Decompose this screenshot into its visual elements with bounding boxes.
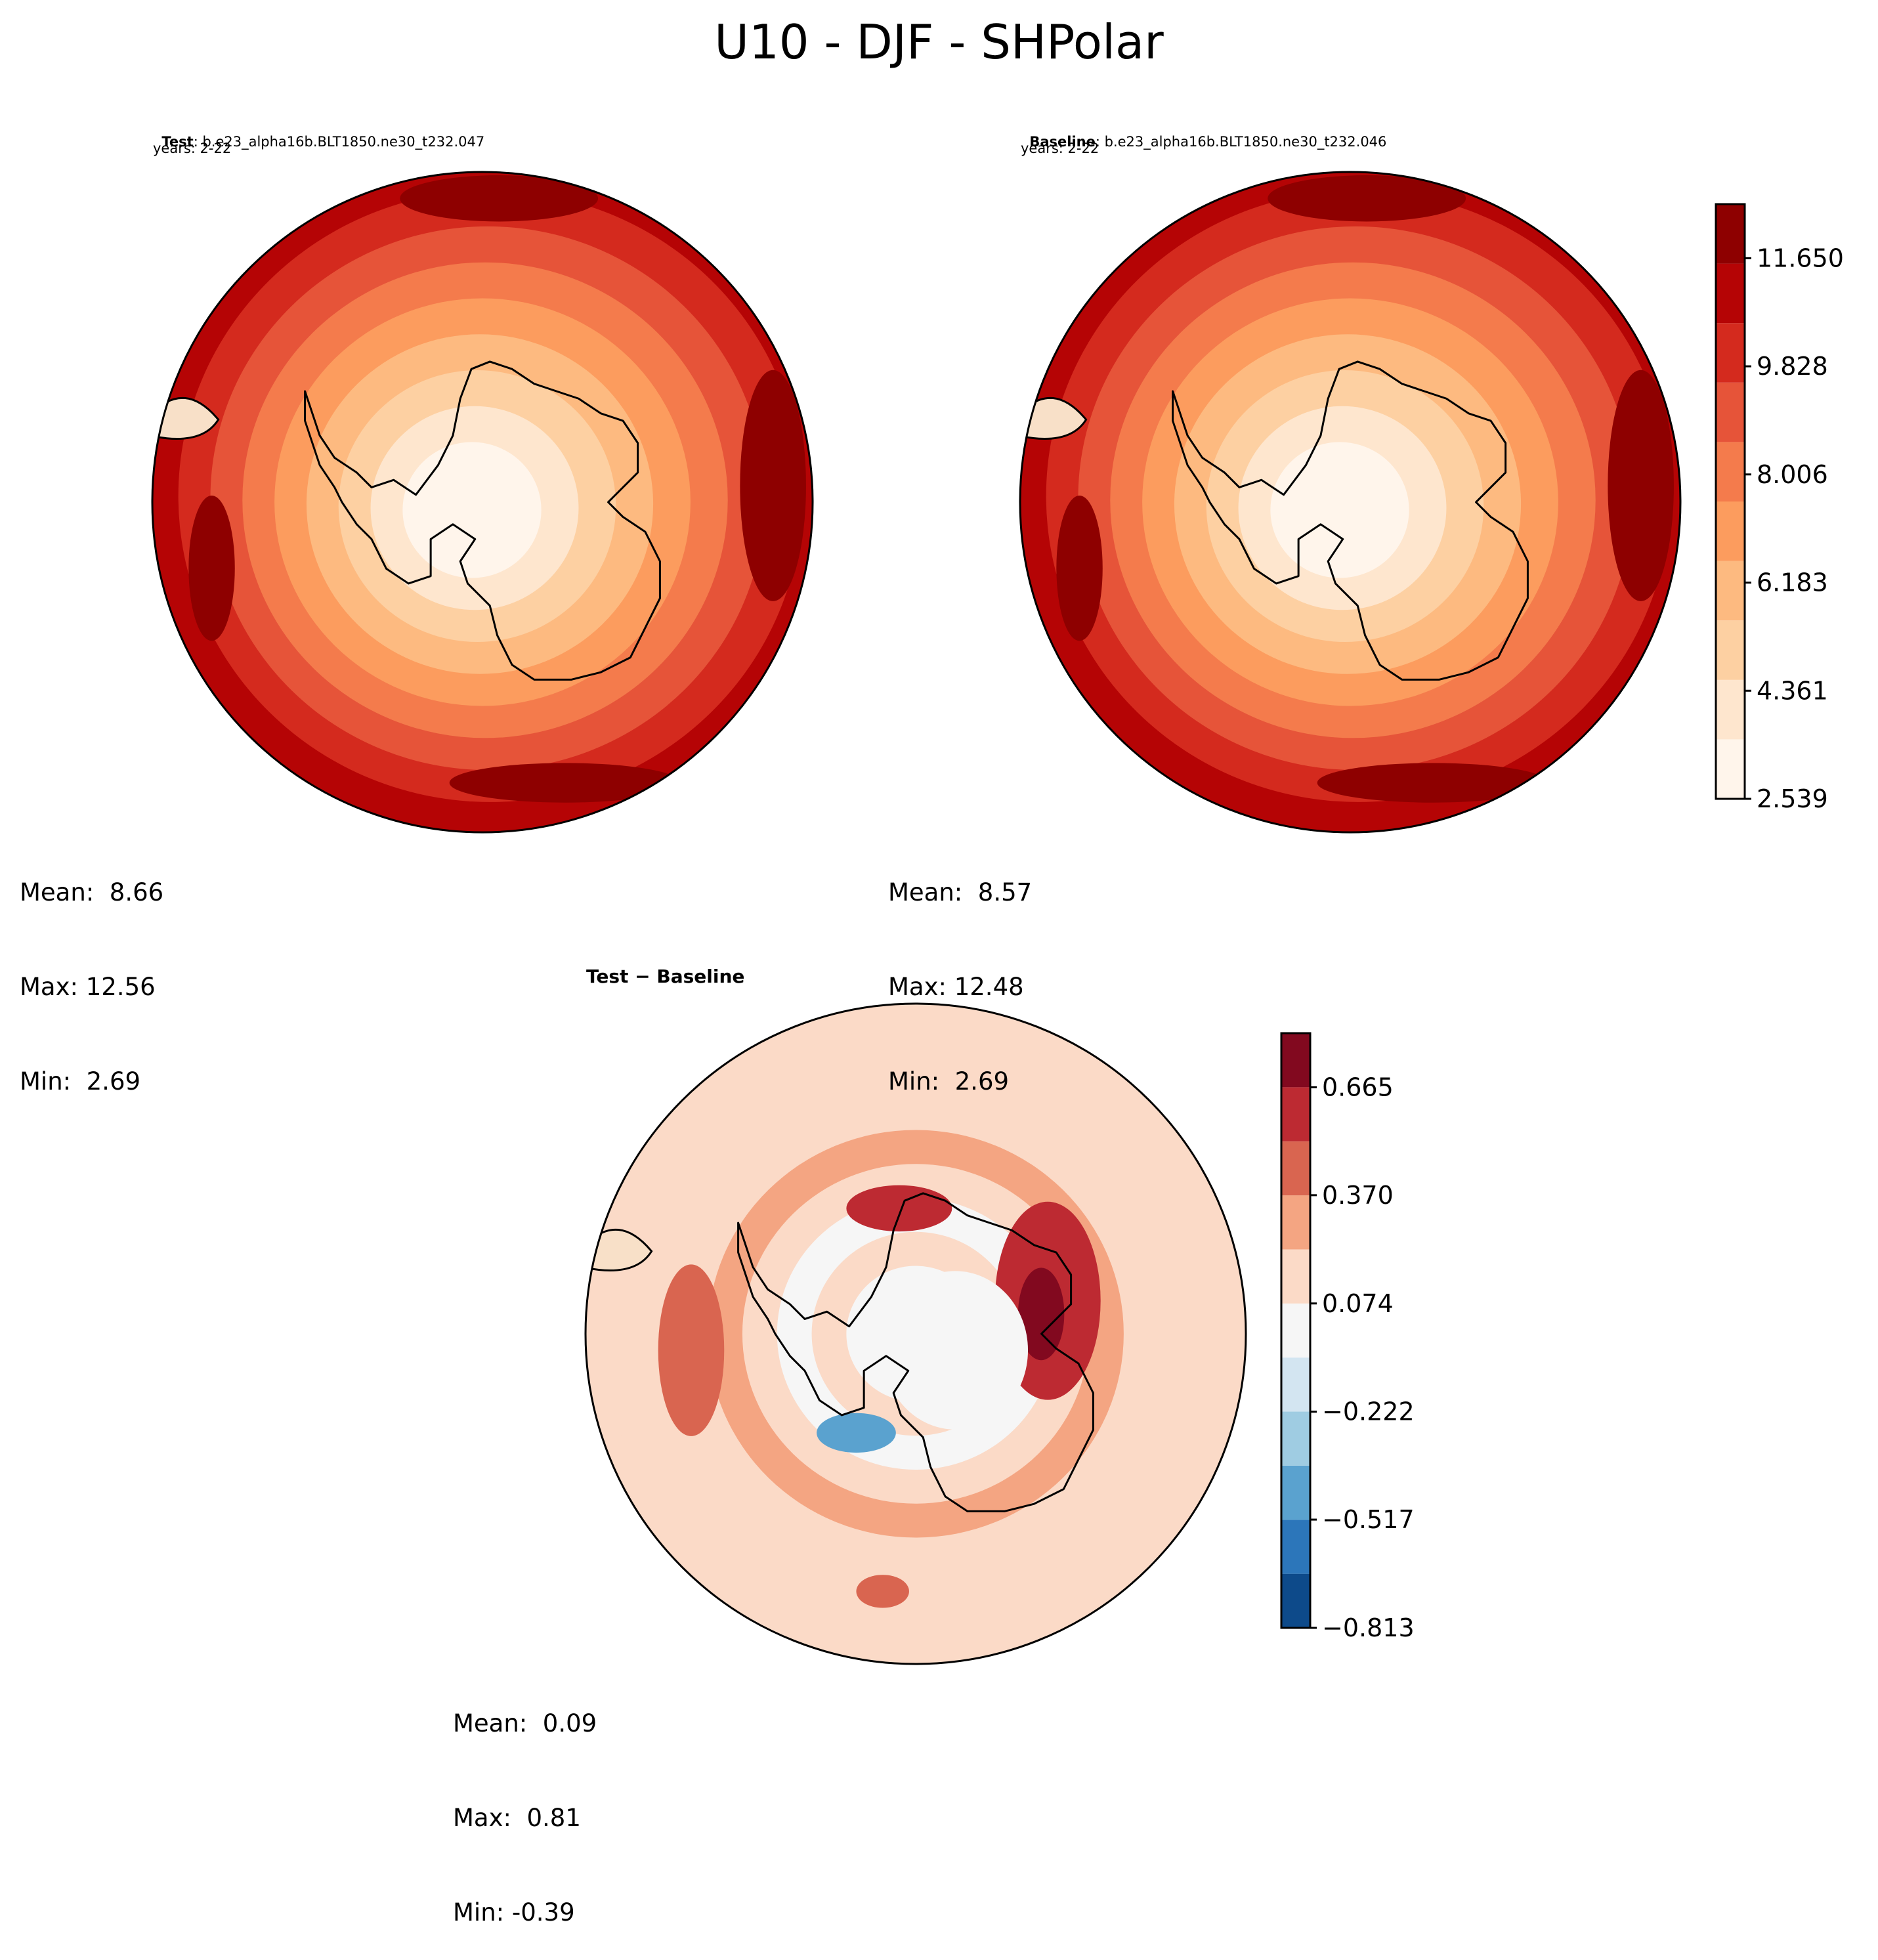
- difference-map: [584, 1002, 1247, 1665]
- baseline-jet-core-3: [1317, 763, 1548, 803]
- cbar-diff-segment-2: [1281, 1465, 1310, 1520]
- test-stats: Mean: 8.66 Max: 12.56 Min: 2.69: [20, 814, 163, 1129]
- cbar-main-tick-label-0: 2.539: [1757, 784, 1828, 813]
- cbar-diff-segment-5: [1281, 1303, 1310, 1358]
- test-mean: Mean: 8.66: [20, 878, 164, 906]
- difference-map-frame: [584, 1002, 1247, 1665]
- cbar-main-segment-1: [1716, 679, 1745, 740]
- baseline-jet-core-1: [1268, 175, 1466, 222]
- cbar-diff-tick-label-0: −0.813: [1322, 1613, 1415, 1642]
- cbar-main-tick-label-1: 4.361: [1757, 676, 1828, 705]
- cbar-main-segment-9: [1716, 204, 1745, 264]
- difference-coastline: [737, 1192, 1094, 1512]
- cbar-main-tick-label-5: 11.650: [1757, 244, 1844, 272]
- baseline-map: [1019, 171, 1682, 834]
- baseline-jet-core-2: [1056, 495, 1103, 641]
- cbar-diff-segment-0: [1281, 1573, 1310, 1628]
- cbar-diff-segment-6: [1281, 1249, 1310, 1304]
- cbar-diff-segment-3: [1281, 1411, 1310, 1466]
- test-band-0: [435, 478, 504, 546]
- test-coastline: [304, 360, 661, 681]
- difference-stats: Mean: 0.09 Max: 0.81 Min: -0.39: [453, 1645, 597, 1960]
- baseline-case: : b.e23_alpha16b.BLT1850.ne30_t232.046: [1095, 134, 1387, 150]
- cbar-main-tick-label-2: 6.183: [1757, 568, 1828, 597]
- cbar-diff-segment-10: [1281, 1033, 1310, 1088]
- test-min: Min: 2.69: [20, 1067, 141, 1096]
- baseline-max: Max: 12.48: [888, 973, 1024, 1001]
- cbar-diff-tick-label-2: −0.222: [1322, 1397, 1415, 1426]
- test-years: years: 2-22: [153, 140, 232, 156]
- cbar-diff-tick-label-4: 0.370: [1322, 1181, 1394, 1210]
- test-south-america: [152, 396, 220, 440]
- baseline-mean: Mean: 8.57: [888, 878, 1033, 906]
- test-max: Max: 12.56: [20, 973, 156, 1001]
- cbar-diff-tick-label-5: 0.665: [1322, 1073, 1394, 1101]
- figure-title: U10 - DJF - SHPolar: [714, 14, 1164, 70]
- cbar-diff-segment-7: [1281, 1195, 1310, 1250]
- cbar-main-frame: [1715, 203, 1746, 800]
- test-jet-core-0: [740, 370, 806, 601]
- test-jet-core-1: [400, 175, 599, 222]
- cbar-main-segment-2: [1716, 620, 1745, 680]
- cbar-main-segment-4: [1716, 501, 1745, 561]
- cbar-diff-tick-label-1: −0.517: [1322, 1505, 1415, 1534]
- cbar-main-tick-label-4: 9.828: [1757, 352, 1828, 381]
- cbar-diff-tick-label-3: 0.074: [1322, 1289, 1394, 1318]
- cbar-main-segment-3: [1716, 561, 1745, 621]
- cbar-diff-segment-1: [1281, 1520, 1310, 1574]
- cbar-main-segment-8: [1716, 263, 1745, 324]
- test-jet-core-3: [449, 763, 681, 803]
- cbar-diff-segment-9: [1281, 1087, 1310, 1141]
- difference-max: Max: 0.81: [453, 1804, 581, 1832]
- difference-min: Min: -0.39: [453, 1898, 575, 1927]
- cbar-main-tick-label-3: 8.006: [1757, 460, 1828, 489]
- test-jet-core-2: [188, 495, 235, 641]
- diff-colorbar: −0.813 −0.517 −0.222 0.074 0.370 0.665: [1280, 1032, 1415, 1642]
- baseline-jet-core-0: [1608, 370, 1674, 601]
- main-colorbar: 2.539 4.361 6.183 8.006 9.828 11.650: [1715, 203, 1844, 813]
- difference-anomaly-2: [846, 1185, 952, 1232]
- test-case: : b.e23_alpha16b.BLT1850.ne30_t232.047: [193, 134, 485, 150]
- test-map: [151, 171, 814, 834]
- baseline-map-frame: [1019, 171, 1682, 834]
- baseline-min: Min: 2.69: [888, 1067, 1010, 1096]
- test-label: Test: [161, 134, 194, 150]
- baseline-coastline: [1172, 360, 1529, 681]
- difference-anomaly-4: [817, 1413, 896, 1453]
- test-map-frame: [151, 171, 814, 834]
- baseline-header: Baseline: b.e23_alpha16b.BLT1850.ne30_t2…: [1021, 121, 1386, 149]
- test-header: Test: b.e23_alpha16b.BLT1850.ne30_t232.0…: [153, 121, 484, 149]
- baseline-south-america: [1020, 396, 1088, 440]
- difference-anomaly-7: [882, 1271, 1029, 1430]
- cbar-main-segment-0: [1716, 739, 1745, 799]
- cbar-main-segment-5: [1716, 442, 1745, 501]
- cbar-diff-frame: [1280, 1032, 1312, 1629]
- baseline-years: years: 2-22: [1021, 140, 1099, 156]
- cbar-main-segment-6: [1716, 382, 1745, 442]
- difference-anomaly-6: [856, 1575, 909, 1608]
- cbar-main-segment-7: [1716, 323, 1745, 383]
- difference-anomaly-3: [658, 1264, 725, 1436]
- baseline-band-0: [1302, 478, 1372, 546]
- difference-anomaly-1: [1017, 1268, 1065, 1361]
- cbar-diff-segment-8: [1281, 1141, 1310, 1196]
- baseline-stats: Mean: 8.57 Max: 12.48 Min: 2.69: [888, 814, 1032, 1129]
- baseline-label: Baseline: [1029, 134, 1096, 150]
- difference-title: Test − Baseline: [586, 966, 745, 987]
- cbar-diff-segment-4: [1281, 1357, 1310, 1412]
- difference-south-america: [586, 1228, 653, 1272]
- difference-mean: Mean: 0.09: [453, 1709, 597, 1737]
